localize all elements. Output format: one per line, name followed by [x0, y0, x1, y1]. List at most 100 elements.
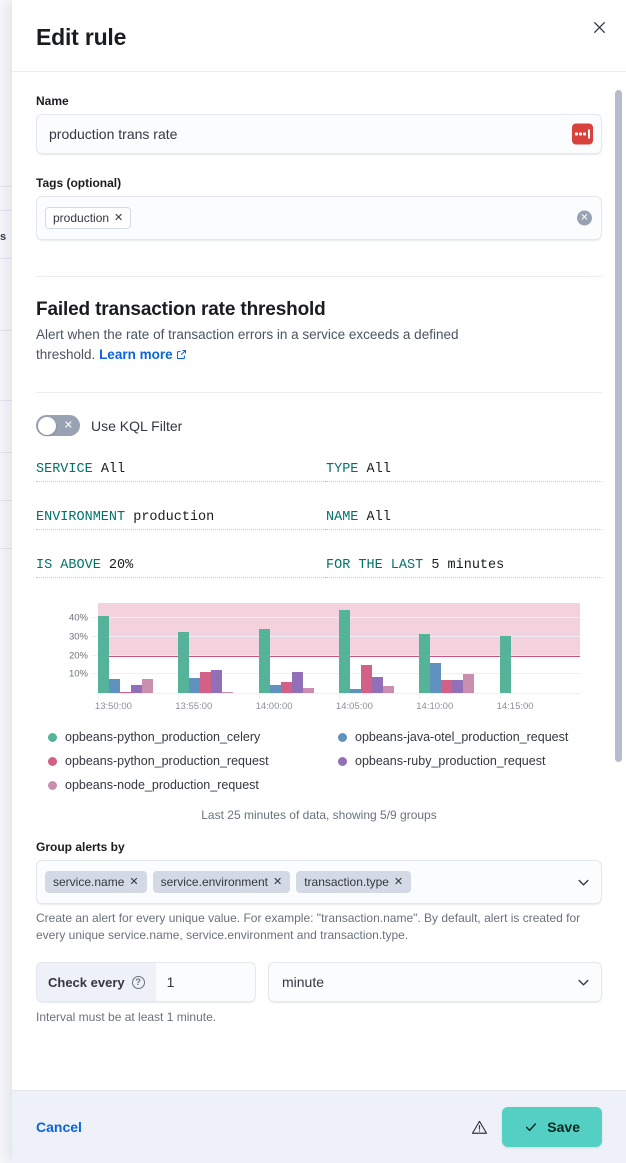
check-icon — [524, 1120, 538, 1134]
chart-x-tick: 13:50:00 — [94, 701, 132, 712]
scrollbar-thumb[interactable] — [615, 90, 622, 762]
toggle-knob — [37, 416, 56, 435]
failed-transaction-rate-chart: 10% 20% 30% 40% 13:50:00 13:55:00 14:00:00 14:0… — [36, 603, 602, 822]
chart-y-tick: 30% — [68, 631, 88, 643]
chart-bar — [361, 664, 372, 693]
cancel-button[interactable]: Cancel — [36, 1119, 82, 1135]
chart-x-tick: 14:15:00 — [496, 701, 534, 712]
expression-value: production — [133, 510, 215, 525]
check-every-control[interactable]: Check every ? 1 — [36, 962, 256, 1002]
legend-color-dot — [48, 732, 57, 742]
scrollbar-track[interactable] — [613, 72, 625, 1090]
chart-bar — [189, 678, 201, 693]
group-field-label: service.environment — [160, 875, 268, 889]
expression-environment[interactable]: ENVIRONMENT production — [36, 510, 326, 530]
chart-bar — [441, 680, 453, 693]
expression-type[interactable]: TYPE All — [326, 462, 602, 482]
chart-bar — [463, 673, 475, 693]
question-circle-icon[interactable]: ? — [131, 975, 145, 989]
tags-field-group: Tags (optional) production ✕ ✕ — [36, 176, 602, 240]
external-link-icon[interactable] — [176, 346, 187, 366]
legend-item[interactable]: opbeans-python_production_celery — [48, 730, 338, 744]
expression-value: 20% — [108, 558, 134, 573]
chart-x-tick-mark — [419, 693, 421, 699]
save-button[interactable]: Save — [502, 1107, 602, 1147]
close-icon[interactable]: ✕ — [114, 211, 124, 224]
chart-bar-group[interactable] — [98, 616, 153, 693]
chart-bar-group[interactable] — [419, 633, 475, 693]
legend-item[interactable]: opbeans-node_production_request — [48, 778, 338, 792]
close-icon[interactable]: ✕ — [272, 875, 283, 888]
expression-is-above[interactable]: IS ABOVE 20% — [36, 558, 326, 578]
tags-label: Tags (optional) — [36, 176, 122, 190]
chart-bar — [258, 628, 270, 693]
warning-triangle-icon[interactable] — [471, 1119, 488, 1136]
legend-label: opbeans-java-otel_production_request — [355, 730, 569, 744]
expression-name[interactable]: NAME All — [326, 510, 602, 530]
group-alerts-help-text: Create an alert for every unique value. … — [36, 911, 581, 942]
group-alerts-combobox[interactable]: service.name ✕ service.environment ✕ tra… — [36, 860, 602, 904]
background-row — [0, 330, 14, 331]
check-every-unit-select[interactable]: minute — [268, 962, 602, 1002]
legend-item[interactable]: opbeans-python_production_request — [48, 754, 338, 768]
expression-value: All — [100, 462, 126, 477]
close-icon[interactable]: ✕ — [393, 875, 404, 888]
chart-x-tick-mark — [339, 693, 340, 699]
expression-for-the-last[interactable]: FOR THE LAST 5 minutes — [326, 558, 602, 578]
chart-bar — [350, 688, 361, 693]
password-dots-icon[interactable] — [572, 123, 593, 145]
legend-color-dot — [48, 756, 57, 766]
expression-key: IS ABOVE — [36, 558, 101, 573]
section-title: Failed transaction rate threshold — [36, 299, 326, 320]
section-description-text: Alert when the rate of transaction error… — [36, 327, 459, 362]
footer-actions: Save — [471, 1107, 602, 1147]
name-field-group: Name production trans rate — [36, 94, 602, 154]
expression-service[interactable]: SERVICE All — [36, 462, 326, 482]
check-every-unit-value: minute — [282, 974, 325, 990]
expression-value: All — [366, 462, 391, 477]
learn-more-link[interactable]: Learn more — [99, 347, 173, 362]
chart-bar — [211, 669, 223, 693]
group-field-pill[interactable]: service.environment ✕ — [152, 871, 291, 893]
chevron-down-icon[interactable] — [576, 975, 591, 990]
legend-label: opbeans-python_production_celery — [65, 730, 261, 744]
rule-name-value: production trans rate — [49, 126, 178, 142]
close-icon[interactable] — [586, 14, 612, 40]
legend-color-dot — [338, 732, 347, 742]
group-field-label: service.name — [53, 875, 125, 889]
chevron-down-icon[interactable] — [576, 875, 591, 890]
background-row — [0, 258, 14, 259]
chart-bar — [339, 609, 350, 693]
chart-bar-group[interactable] — [258, 628, 314, 693]
tags-combobox[interactable]: production ✕ ✕ — [36, 196, 602, 240]
chart-bar — [98, 616, 109, 693]
page-title: Edit rule — [36, 24, 127, 50]
background-text: s — [0, 231, 7, 243]
legend-item[interactable]: opbeans-java-otel_production_request — [338, 730, 602, 744]
close-icon[interactable]: ✕ — [129, 875, 139, 888]
group-alerts-label: Group alerts by — [36, 840, 125, 854]
check-every-input[interactable]: 1 — [166, 974, 175, 990]
chart-canvas[interactable]: 10% 20% 30% 40% 13:50:00 13:55:00 14:00:00 14:0… — [36, 603, 602, 716]
check-every-prepend: Check every ? — [37, 963, 156, 1001]
expression-key: SERVICE — [36, 462, 93, 477]
chart-plot-area: 10% 20% 30% 40% 13:50:00 13:55:00 14:00:00 14:0… — [69, 603, 580, 712]
group-field-pill[interactable]: transaction.type ✕ — [296, 871, 412, 893]
use-kql-filter-toggle[interactable]: ✕ — [36, 415, 80, 436]
chart-bar — [109, 679, 120, 693]
group-field-pill[interactable]: service.name ✕ — [45, 871, 147, 893]
chart-bar-group[interactable] — [178, 631, 234, 693]
chart-bar-group[interactable] — [339, 609, 394, 693]
expression-key: ENVIRONMENT — [36, 510, 126, 525]
chart-x-tick-mark — [98, 693, 99, 699]
background-row — [0, 548, 14, 549]
rule-name-input[interactable]: production trans rate — [36, 114, 602, 154]
chart-bar — [452, 680, 464, 693]
chart-bar-group[interactable] — [499, 635, 555, 693]
chart-x-tick: 14:05:00 — [335, 701, 373, 712]
legend-item[interactable]: opbeans-ruby_production_request — [338, 754, 602, 768]
tag-pill[interactable]: production ✕ — [45, 207, 132, 229]
clear-combo-icon[interactable]: ✕ — [577, 210, 592, 226]
name-label: Name — [36, 94, 69, 108]
chart-footnote: Last 25 minutes of data, showing 5/9 gro… — [201, 808, 437, 822]
